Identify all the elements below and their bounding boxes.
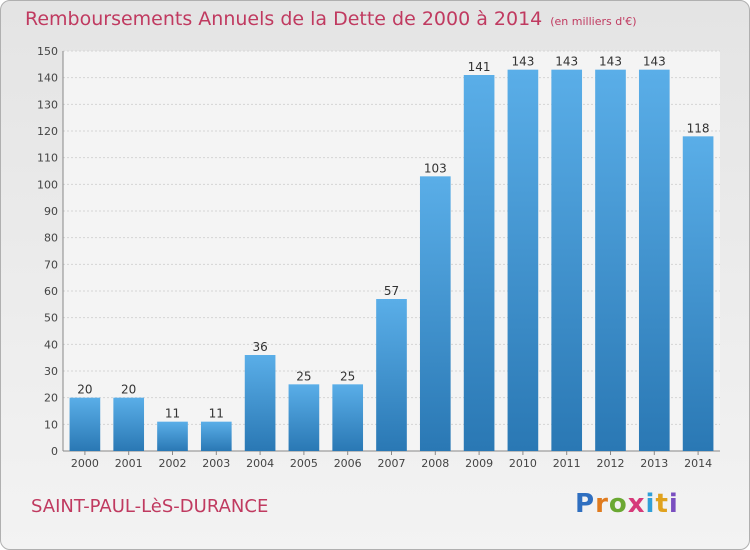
value-label-2008: 103 xyxy=(424,161,447,175)
bar-2001 xyxy=(113,397,145,451)
bar-2000 xyxy=(69,397,101,451)
y-tick-label: 90 xyxy=(44,205,58,218)
bar-2005 xyxy=(288,384,320,451)
value-label-2009: 141 xyxy=(468,60,491,74)
bar-2002 xyxy=(157,421,188,451)
bar-2013 xyxy=(638,69,670,452)
bar-2003 xyxy=(200,421,232,451)
x-tick-label-2000: 2000 xyxy=(71,457,99,470)
y-tick-label: 50 xyxy=(44,312,58,325)
logo-letter: t xyxy=(655,489,669,519)
bar-2009 xyxy=(463,75,495,451)
y-tick-label: 120 xyxy=(37,125,58,138)
y-tick-label: 150 xyxy=(37,45,58,58)
y-tick-label: 140 xyxy=(37,72,58,85)
x-tick-label-2010: 2010 xyxy=(509,457,537,470)
logo-letter: i xyxy=(645,489,656,519)
x-tick-label-2006: 2006 xyxy=(334,457,362,470)
x-tick-label-2013: 2013 xyxy=(640,457,668,470)
bar-2010 xyxy=(507,69,539,452)
y-tick-label: 100 xyxy=(37,178,58,191)
x-tick-label-2003: 2003 xyxy=(202,457,230,470)
x-tick-label-2011: 2011 xyxy=(553,457,581,470)
x-tick-label-2002: 2002 xyxy=(159,457,187,470)
logo-letter: P xyxy=(575,489,596,519)
bar-2006 xyxy=(332,384,364,451)
y-tick-label: 10 xyxy=(44,418,58,431)
value-label-2006: 25 xyxy=(340,369,355,383)
logo-letter: x xyxy=(627,489,646,519)
chart-title: Remboursements Annuels de la Dette de 20… xyxy=(25,8,637,30)
x-tick-label-2001: 2001 xyxy=(115,457,143,470)
y-tick-label: 130 xyxy=(37,98,58,111)
chart-title-text: Remboursements Annuels de la Dette de 20… xyxy=(25,8,543,30)
value-label-2011: 143 xyxy=(555,55,578,69)
y-tick-label: 20 xyxy=(44,392,58,405)
value-label-2007: 57 xyxy=(384,284,399,298)
value-label-2003: 11 xyxy=(209,407,224,421)
bar-2014 xyxy=(682,136,714,452)
bar-2008 xyxy=(419,176,451,452)
y-tick-label: 110 xyxy=(37,152,58,165)
value-label-2014: 118 xyxy=(687,121,710,135)
y-tick-label: 40 xyxy=(44,338,58,351)
value-label-2001: 20 xyxy=(121,383,136,397)
x-tick-label-2012: 2012 xyxy=(597,457,625,470)
logo-letter: o xyxy=(608,489,628,519)
x-axis: 2000 2001 2002 2003 2004 2005 2006 2007 2008 2009… xyxy=(71,451,712,470)
x-tick-label-2004: 2004 xyxy=(246,457,274,470)
x-tick-label-2005: 2005 xyxy=(290,457,318,470)
value-label-2000: 20 xyxy=(77,383,92,397)
x-tick-label-2008: 2008 xyxy=(421,457,449,470)
bars: 20 20 11 11 36 25 25 57 103 141 143 143 143 143 118 xyxy=(69,55,714,452)
x-tick-label-2007: 2007 xyxy=(378,457,406,470)
y-tick-label: 30 xyxy=(44,365,58,378)
value-label-2013: 143 xyxy=(643,55,666,69)
chart-unit: (en milliers d'€) xyxy=(550,15,637,28)
logo-letter: i xyxy=(668,489,679,519)
y-tick-label: 70 xyxy=(44,258,58,271)
y-tick-label: 60 xyxy=(44,285,58,298)
value-label-2010: 143 xyxy=(511,55,534,69)
y-axis: 0 10 20 30 40 50 60 70 80 90 100 110 120 130 140 150 xyxy=(37,45,720,458)
bar-2012 xyxy=(595,69,626,452)
proxiti-logo: Proxiti xyxy=(575,489,679,519)
x-tick-label-2014: 2014 xyxy=(684,457,712,470)
city-name: SAINT-PAUL-LèS-DURANCE xyxy=(31,496,269,517)
bar-2011 xyxy=(551,69,583,452)
value-label-2005: 25 xyxy=(296,369,311,383)
value-label-2002: 11 xyxy=(165,407,180,421)
value-label-2012: 143 xyxy=(599,55,622,69)
bar-2007 xyxy=(376,299,407,451)
logo-letter: r xyxy=(595,489,609,519)
y-tick-label: 0 xyxy=(51,445,58,458)
x-tick-label-2009: 2009 xyxy=(465,457,493,470)
value-label-2004: 36 xyxy=(252,340,267,354)
bar-2004 xyxy=(244,355,276,451)
y-tick-label: 80 xyxy=(44,232,58,245)
